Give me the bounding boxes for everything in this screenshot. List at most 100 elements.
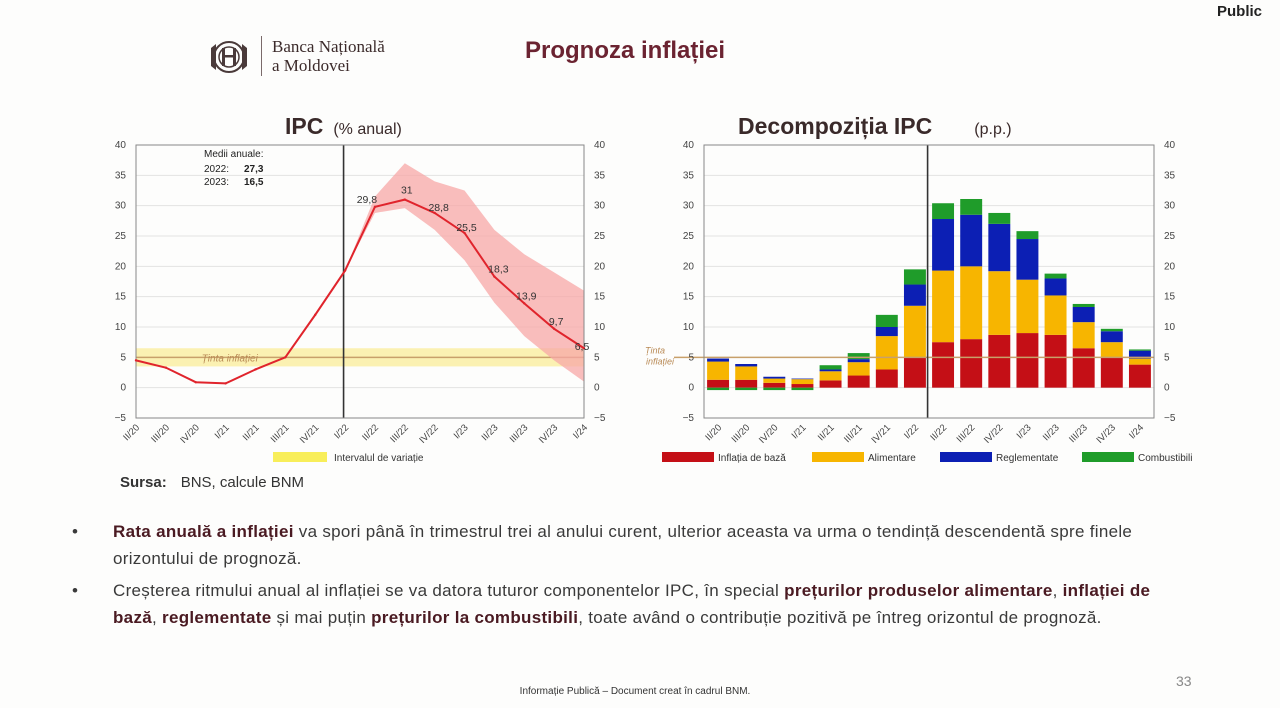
core-inflation-bar [1044,334,1067,388]
inflation-target-label: Ținta inflației [202,353,259,364]
bullet-2-text-2: , [1052,581,1063,600]
page-number: 33 [1176,673,1192,689]
inflation-point [224,382,227,385]
slide-title: Prognoza inflației [525,37,726,64]
fuel-bar [791,387,814,391]
y-tick-label-left: 25 [683,231,695,242]
regulated-bar [1100,331,1123,343]
inflation-point [314,313,317,317]
legend-swatch-interval [273,452,327,462]
data-label: 25,5 [456,222,477,234]
inflation-point [582,347,586,350]
fuel-bar [1072,303,1095,307]
inflation-point [254,368,257,371]
core-inflation-bar [763,382,786,388]
core-inflation-bar [903,357,926,388]
y-tick-label-right: 40 [1164,140,1176,151]
y-tick-label-right: 30 [594,201,606,212]
bank-name-line-1: Banca Națională [272,37,385,56]
data-label: 18,3 [488,264,509,276]
core-inflation-bar [1016,333,1039,388]
core-inflation-bar [932,342,955,388]
inflation-point [194,381,197,384]
bank-name-separator [261,36,262,76]
inflation-point [552,327,556,331]
legend-label-core: Inflația de bază [718,453,786,464]
inflation-point [164,366,168,369]
core-inflation-bar [735,379,758,388]
bullet-text: Creșterea ritmului anual al inflației se… [113,577,1193,631]
decomposition-chart-title-unit: (p.p.) [974,121,1012,138]
legend-swatch-core [662,452,714,462]
fuel-bar [875,314,898,327]
y-tick-label-left: 20 [115,261,127,272]
y-tick-label-right: −5 [594,413,606,424]
food-bar [735,366,758,380]
y-tick-label-left: 0 [688,383,694,394]
x-tick-label: II/20 [703,422,724,443]
food-bar [988,271,1011,335]
data-label: 13,9 [516,290,537,302]
core-inflation-bar [988,334,1011,388]
food-bar [1016,279,1039,334]
y-tick-label-left: 30 [683,201,695,212]
food-bar [847,362,870,376]
y-tick-label-left: 5 [120,352,126,363]
y-tick-label-right: 25 [594,231,606,242]
decomposition-chart-title-main: Decompoziția IPC [738,113,933,139]
x-tick-label: IV/21 [869,422,892,445]
regulated-bar [791,378,814,380]
fuel-bar [932,203,955,220]
fuel-bar [847,353,870,360]
y-tick-label-right: 10 [594,322,606,333]
source-label: Sursa: [120,474,167,491]
data-label: 6,5 [575,341,590,353]
y-tick-label-right: 15 [594,292,606,303]
core-inflation-bar [1072,348,1095,388]
y-tick-label-left: 15 [115,292,127,303]
bullet-2-bold-4: prețurilor la combustibili [371,608,579,627]
fuel-bar [988,212,1011,224]
regulated-bar [819,369,842,372]
fuel-bar [960,198,983,215]
plot-frame [703,144,1155,419]
bullet-2-text-3: , [152,608,163,627]
data-label: 28,8 [428,202,449,214]
food-bar [819,371,842,381]
y-tick-label-right: 35 [594,170,606,181]
inflation-point [373,205,377,209]
inflation-line [135,198,585,385]
uncertainty-band [345,163,584,382]
regulated-bar [903,284,926,306]
fuel-bar [1128,349,1151,351]
annual-average-year: 2022: [204,164,229,175]
x-tick-label: III/23 [1067,422,1090,445]
inflation-point [343,269,347,272]
bullet-2-text-1: Creșterea ritmului anual al inflației se… [113,581,785,600]
y-tick-label-left: 35 [683,170,695,181]
inflation-point [523,302,526,305]
x-tick-label: I/23 [1015,422,1034,441]
data-label: 9,7 [549,316,564,328]
regulated-bar [1016,239,1039,280]
x-tick-label: IV/22 [982,422,1005,445]
x-tick-label: III/20 [730,422,753,445]
y-tick-label-left: 5 [688,352,694,363]
data-label: 29,8 [357,194,378,206]
ipc-chart-title-main: IPC [285,113,324,139]
y-tick-label-right: 25 [1164,231,1176,242]
x-tick-label: II/23 [1041,422,1062,443]
inflation-point [463,231,466,235]
x-tick-label: I/21 [790,422,809,441]
fuel-bar [1100,328,1123,332]
decomposition-chart-title: Decompoziția IPC (p.p.) [738,113,1012,140]
x-tick-label: I/24 [1127,422,1146,441]
regulated-bar [847,359,870,363]
food-bar [1072,322,1095,349]
legend-label-regulated: Reglementate [996,453,1059,464]
legend-label-food: Alimentare [868,453,916,464]
fuel-bar [763,387,786,391]
bank-name-line-2: a Moldovei [272,56,350,75]
regulated-bar [707,358,730,362]
